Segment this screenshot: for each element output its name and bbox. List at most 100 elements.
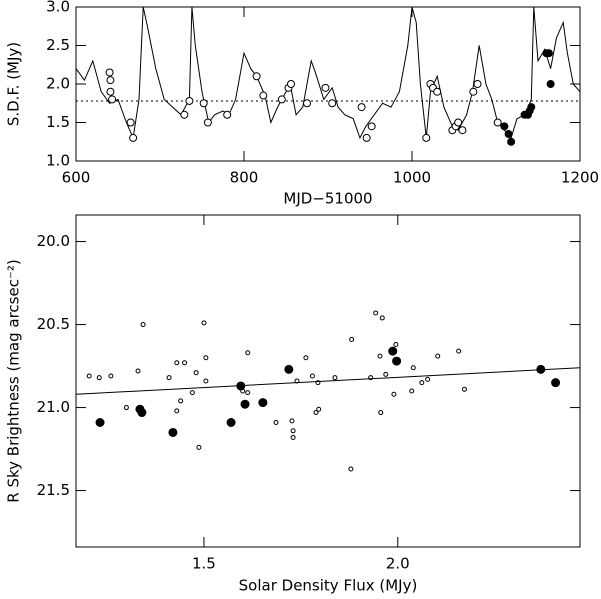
filled-point	[551, 378, 561, 388]
open-point	[410, 365, 416, 371]
filled-point	[500, 122, 509, 131]
open-point	[123, 405, 129, 411]
open-point	[96, 375, 102, 381]
open-point	[362, 133, 371, 142]
frame	[75, 214, 581, 548]
y-tick-label: 20.0	[37, 232, 70, 250]
x-tick-label: 800	[230, 169, 259, 187]
open-point	[203, 378, 209, 384]
open-point	[126, 118, 135, 127]
open-point	[182, 360, 188, 366]
open-point	[290, 428, 296, 434]
filled-point	[258, 398, 268, 408]
open-point	[106, 87, 115, 96]
open-point	[180, 110, 189, 119]
open-point	[493, 118, 502, 127]
open-point	[328, 99, 337, 108]
x-tick-label: 1200	[561, 169, 599, 187]
filled-point	[240, 399, 250, 409]
open-point	[461, 386, 467, 392]
open-point	[199, 99, 208, 108]
open-point	[140, 322, 146, 328]
data-line	[76, 367, 580, 395]
filled-point	[388, 346, 398, 356]
open-point	[259, 91, 268, 100]
open-point	[287, 80, 296, 88]
open-point	[174, 360, 180, 366]
x-tick-label: 600	[62, 169, 91, 187]
open-point	[277, 95, 286, 104]
x-tick-label: 1000	[393, 169, 431, 187]
open-point	[309, 373, 315, 379]
open-point	[458, 126, 467, 135]
filled-point	[95, 418, 105, 427]
y-tick-label: 20.5	[37, 315, 70, 333]
open-point	[201, 320, 207, 326]
open-point	[367, 122, 376, 131]
open-point	[357, 103, 366, 112]
open-point	[252, 72, 261, 81]
filled-point	[504, 130, 513, 139]
open-point	[166, 375, 172, 381]
open-point	[193, 370, 199, 376]
open-point	[409, 388, 415, 394]
open-point	[135, 368, 141, 374]
y-axis-label: R Sky Brightness (mag arcsec⁻²)	[5, 259, 23, 502]
open-point	[273, 420, 279, 425]
y-tick-label: 21.0	[37, 398, 70, 416]
open-point	[332, 375, 338, 381]
open-point	[373, 310, 379, 316]
open-point	[473, 80, 482, 88]
open-point	[203, 355, 209, 361]
open-point	[289, 418, 295, 424]
open-point	[377, 353, 383, 359]
open-point	[393, 341, 399, 347]
y-tick-label: 1.0	[46, 152, 70, 170]
open-point	[290, 434, 296, 440]
y-tick-label: 1.5	[46, 113, 70, 131]
filled-point	[226, 418, 236, 427]
data-line	[76, 7, 580, 140]
y-tick-label: 21.5	[37, 481, 70, 499]
open-point	[316, 406, 322, 412]
frame	[75, 6, 581, 162]
filled-point	[527, 103, 536, 112]
open-point	[245, 350, 251, 356]
open-point	[303, 355, 309, 361]
open-point	[435, 353, 441, 359]
filled-point	[544, 49, 553, 58]
plot-area	[76, 310, 580, 472]
open-point	[203, 118, 212, 127]
open-point	[433, 87, 442, 96]
open-point	[391, 391, 397, 397]
open-point	[245, 390, 251, 396]
open-point	[196, 444, 202, 450]
open-point	[383, 371, 389, 377]
x-axis-label: Solar Density Flux (MJy)	[239, 577, 418, 595]
y-tick-label: 2.0	[46, 75, 70, 93]
open-point	[223, 110, 232, 119]
open-point	[349, 337, 355, 342]
open-point	[189, 390, 195, 396]
open-point	[129, 133, 138, 142]
filled-point	[392, 356, 402, 366]
open-point	[105, 68, 114, 77]
filled-point	[168, 427, 178, 437]
filled-point	[284, 364, 294, 374]
x-tick-label: 2.0	[386, 555, 410, 573]
open-point	[321, 83, 330, 92]
filled-point	[546, 80, 555, 88]
open-point	[86, 373, 92, 379]
open-point	[174, 408, 180, 414]
open-point	[422, 133, 431, 142]
x-tick-label: 1.5	[192, 555, 216, 573]
open-point	[108, 95, 117, 104]
open-point	[108, 373, 114, 379]
open-point	[178, 398, 184, 404]
open-point	[185, 96, 194, 105]
open-point	[456, 348, 462, 354]
open-point	[378, 410, 384, 416]
open-point	[419, 380, 425, 386]
x-axis-label: MJD−51000	[283, 190, 372, 208]
